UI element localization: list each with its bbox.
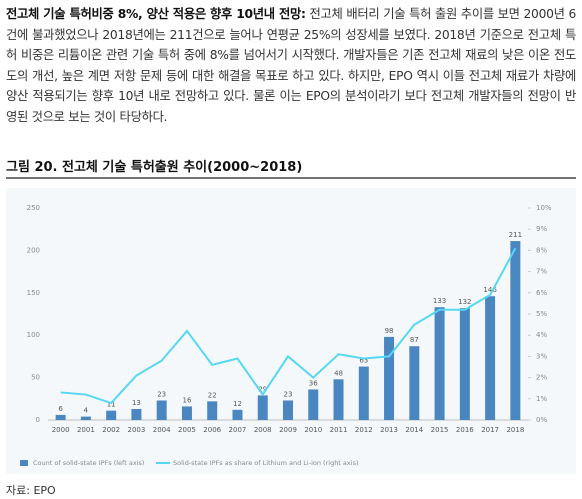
- line: [60, 247, 517, 405]
- paragraph: 전고체 기술 특허비중 8%, 양산 적용은 향후 10년내 전망: 전고체 배…: [6, 4, 576, 127]
- value-label: 13: [132, 399, 141, 407]
- bar: [55, 414, 66, 420]
- bar: [308, 389, 319, 420]
- y2-tick-label: 0%: [536, 416, 547, 424]
- bar: [333, 379, 344, 420]
- bar: [434, 307, 445, 420]
- bar: [384, 336, 395, 420]
- x-tick-label: 2002: [102, 426, 120, 434]
- bar: [232, 409, 243, 420]
- bar: [510, 241, 521, 420]
- bar: [485, 296, 496, 420]
- value-label: 23: [284, 390, 293, 398]
- value-label: 22: [208, 391, 217, 399]
- bar: [409, 346, 420, 420]
- legend-swatch: [20, 460, 28, 466]
- legend-label: Solid-state IPFs as share of Lithium and…: [173, 459, 359, 467]
- x-tick-label: 2016: [456, 426, 474, 434]
- x-tick-label: 2014: [405, 426, 423, 434]
- bar: [283, 400, 293, 420]
- x-tick-label: 2010: [304, 426, 322, 434]
- value-label: 12: [233, 400, 242, 408]
- value-label: 11: [107, 401, 116, 409]
- x-tick-label: 2017: [481, 426, 499, 434]
- chart: 0 50 100 150 200 250 0% 1% 2% 3% 4% 5% 6% 7% 8% 9% 10% 20…: [6, 177, 576, 474]
- value-label: 211: [509, 231, 522, 239]
- bar: [257, 395, 268, 420]
- y2-tick-label: 3%: [536, 352, 547, 360]
- x-tick-label: 2004: [153, 426, 171, 434]
- x-tick-label: 2009: [279, 426, 297, 434]
- y-tick-label: 100: [27, 331, 40, 339]
- x-tick-label: 2006: [203, 426, 221, 434]
- legend-label: Count of solid-state IPFs (left axis): [33, 459, 144, 467]
- y-tick-label: 250: [27, 204, 40, 212]
- value-label: 98: [385, 327, 394, 335]
- y-tick-label: 200: [27, 246, 40, 254]
- x-tick-label: 2012: [355, 426, 373, 434]
- y2-tick-label: 5%: [536, 310, 547, 318]
- value-label: 6: [58, 405, 63, 413]
- bar: [181, 406, 192, 420]
- bar: [156, 400, 167, 420]
- x-tick-label: 2013: [380, 426, 398, 434]
- value-label: 132: [458, 298, 471, 306]
- y2-tick-label: 7%: [536, 268, 547, 276]
- value-label: 4: [84, 407, 89, 415]
- figure-title: 그림 20. 전고체 기술 특허출원 추이(2000~2018): [6, 160, 303, 175]
- value-label: 23: [157, 390, 166, 398]
- y-tick-label: 50: [31, 374, 40, 382]
- x-tick-label: 2011: [330, 426, 348, 434]
- value-label: 48: [334, 369, 343, 377]
- x-tick-label: 2005: [178, 426, 196, 434]
- chart-bg: [6, 188, 576, 474]
- y2-tick-label: 10%: [536, 204, 552, 212]
- value-label: 87: [410, 336, 419, 344]
- bar: [131, 408, 142, 420]
- value-label: 29: [258, 385, 267, 393]
- bar: [80, 416, 91, 420]
- x-tick-label: 2018: [506, 426, 524, 434]
- body: 전고체 배터리 기술 특허 출원 추이를 보면 2000년 6건에 불과했었으나…: [6, 7, 576, 124]
- y2-tick-label: 4%: [536, 331, 547, 339]
- x-tick-label: 2007: [229, 426, 247, 434]
- value-label: 133: [433, 297, 446, 305]
- value-label: 16: [182, 396, 191, 404]
- y2-tick-label: 6%: [536, 289, 547, 297]
- value-label: 146: [483, 286, 497, 294]
- x-tick-label: 2015: [431, 426, 449, 434]
- x-tick-label: 2000: [52, 426, 70, 434]
- value-label: 63: [359, 357, 368, 365]
- y-tick-label: 0: [36, 416, 40, 424]
- bar: [207, 401, 218, 420]
- bar: [358, 366, 369, 420]
- x-tick-label: 2008: [254, 426, 272, 434]
- y2-tick-label: 9%: [536, 225, 547, 233]
- x-tick-label: 2003: [128, 426, 146, 434]
- value-label: 36: [309, 379, 318, 387]
- source: 자료: EPO: [6, 484, 56, 497]
- y2-tick-label: 1%: [536, 395, 547, 403]
- y-tick-label: 150: [27, 289, 40, 297]
- y2-tick-label: 8%: [536, 246, 547, 254]
- y2-tick-label: 2%: [536, 374, 547, 382]
- bar: [459, 308, 470, 420]
- bar: [106, 410, 117, 420]
- x-tick-label: 2001: [77, 426, 95, 434]
- lead: 전고체 기술 특허비중 8%, 양산 적용은 향후 10년내 전망:: [6, 7, 306, 21]
